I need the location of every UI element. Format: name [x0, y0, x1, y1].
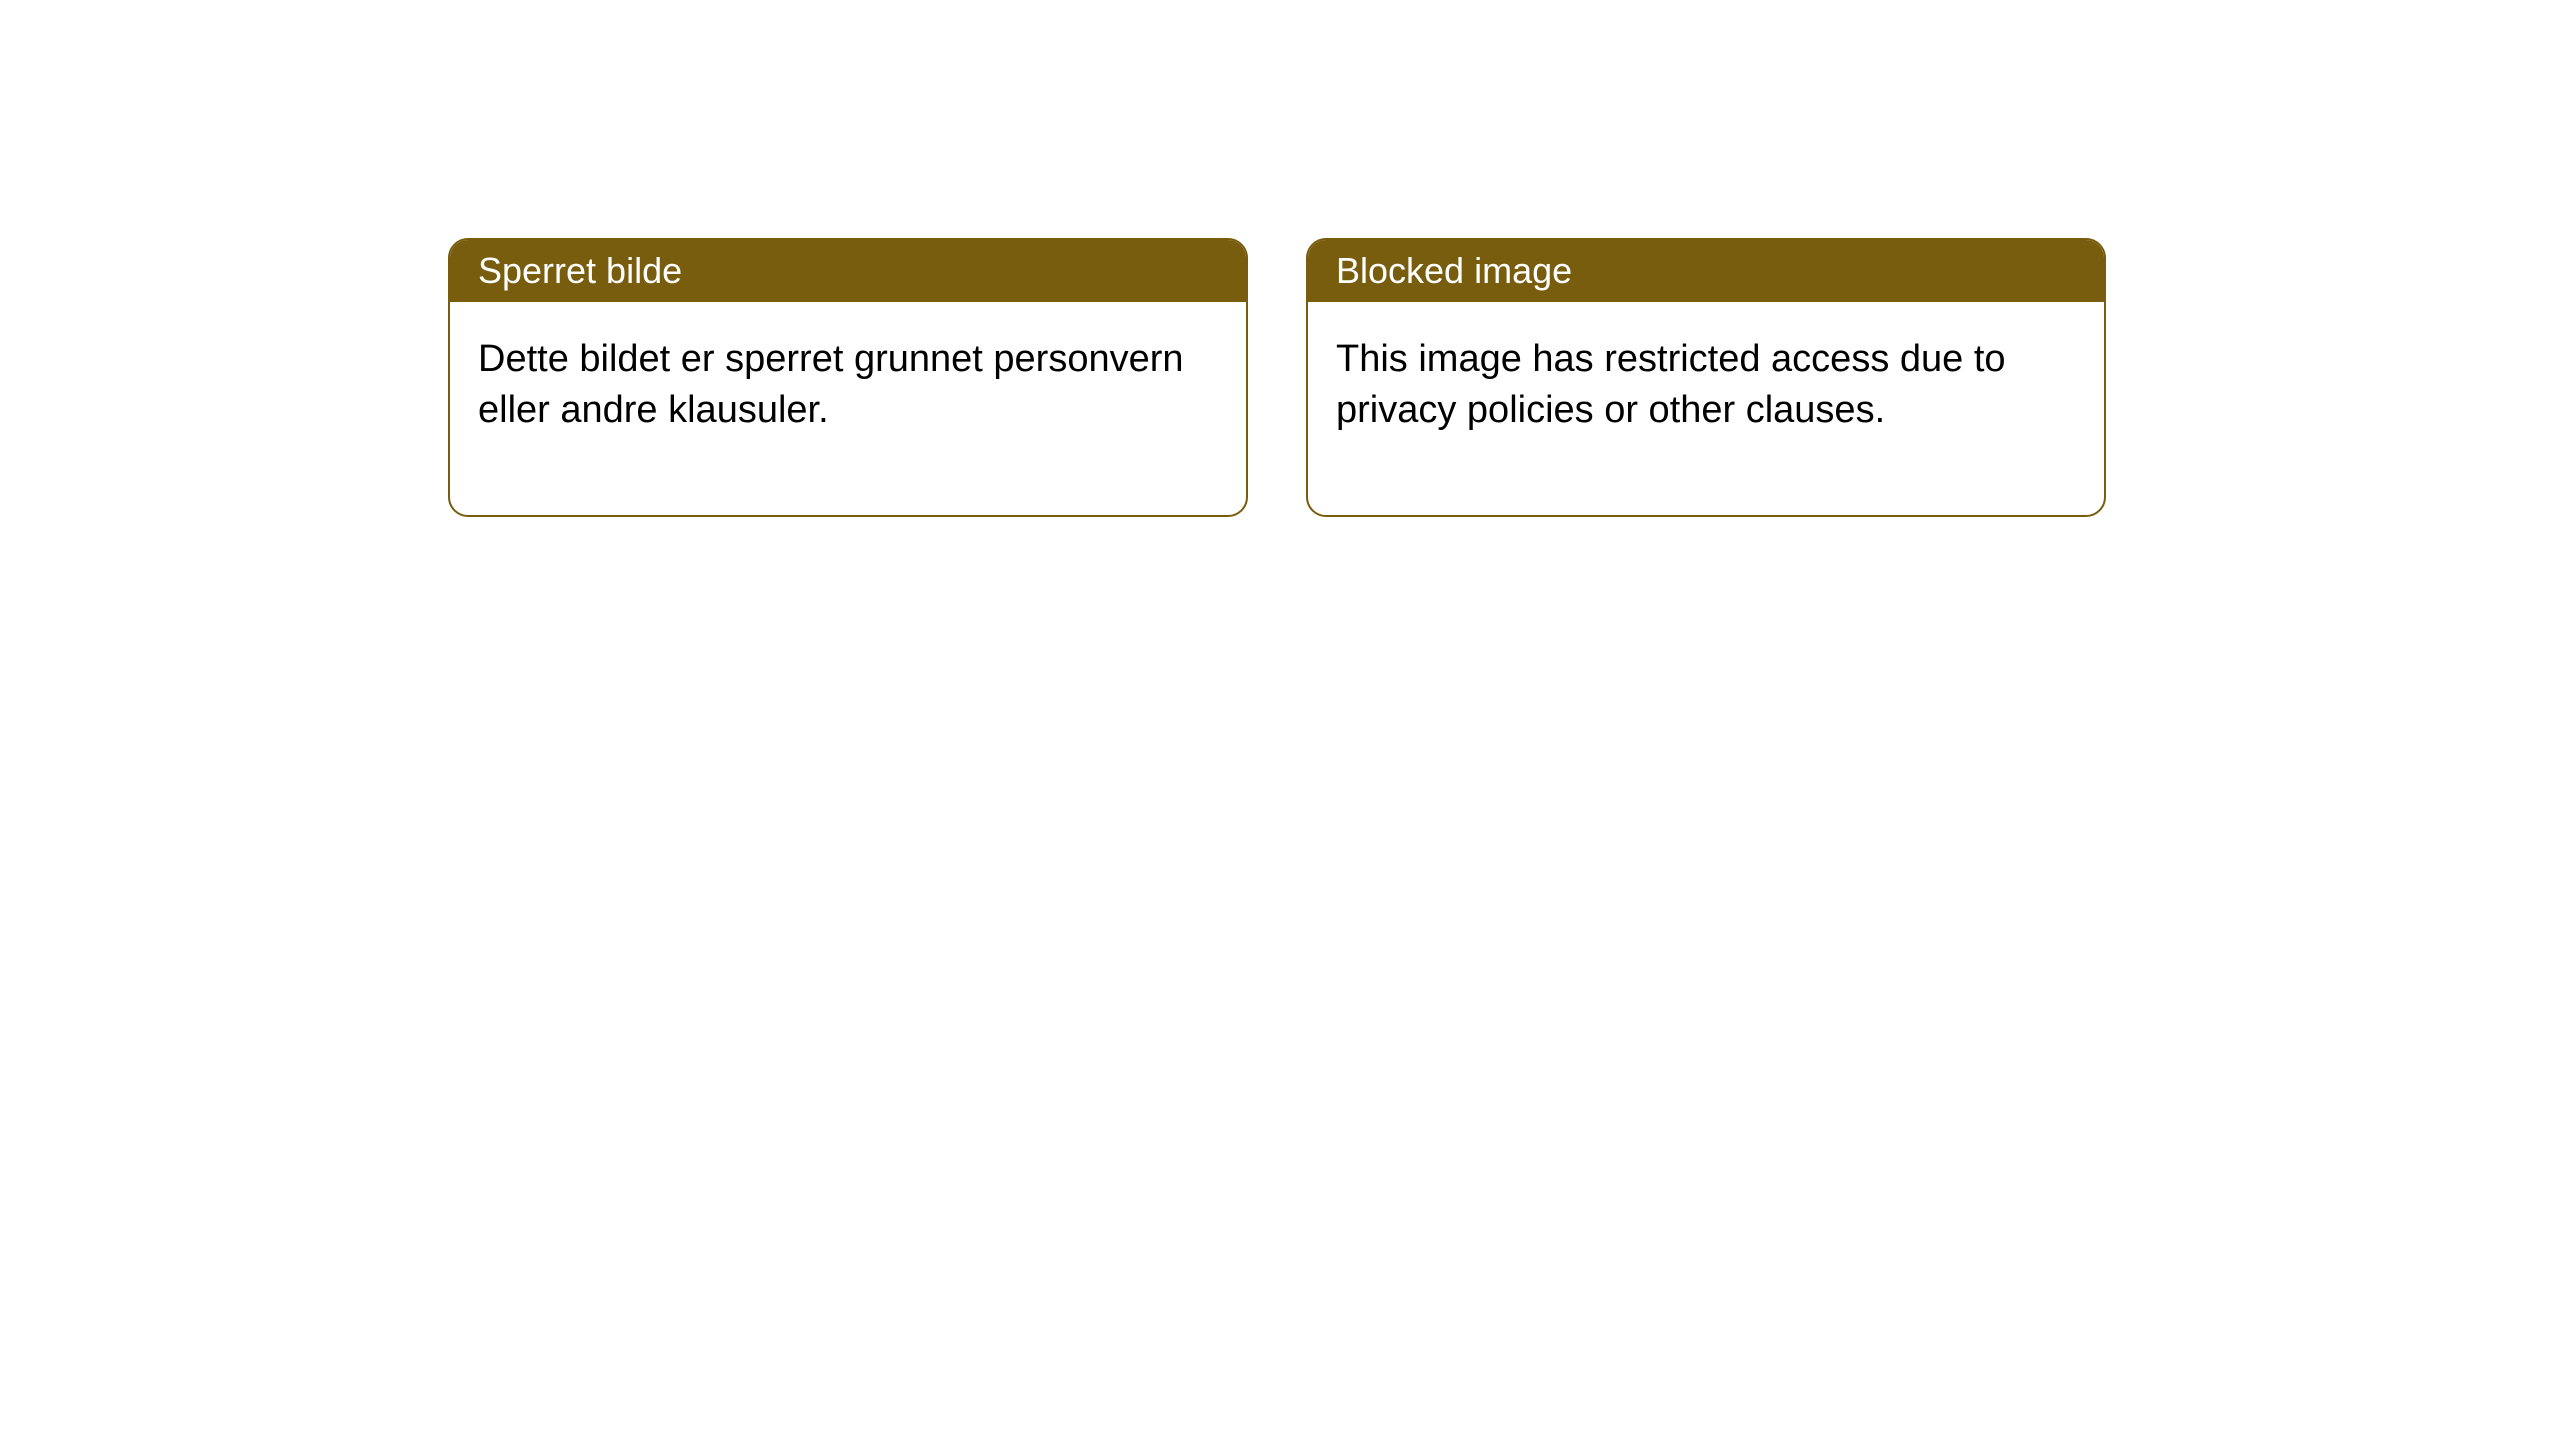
- notice-header-norwegian: Sperret bilde: [450, 240, 1246, 302]
- notice-card-english: Blocked image This image has restricted …: [1306, 238, 2106, 517]
- notice-body-norwegian: Dette bildet er sperret grunnet personve…: [450, 302, 1246, 515]
- notice-header-english: Blocked image: [1308, 240, 2104, 302]
- notice-container: Sperret bilde Dette bildet er sperret gr…: [448, 238, 2106, 517]
- notice-body-english: This image has restricted access due to …: [1308, 302, 2104, 515]
- notice-card-norwegian: Sperret bilde Dette bildet er sperret gr…: [448, 238, 1248, 517]
